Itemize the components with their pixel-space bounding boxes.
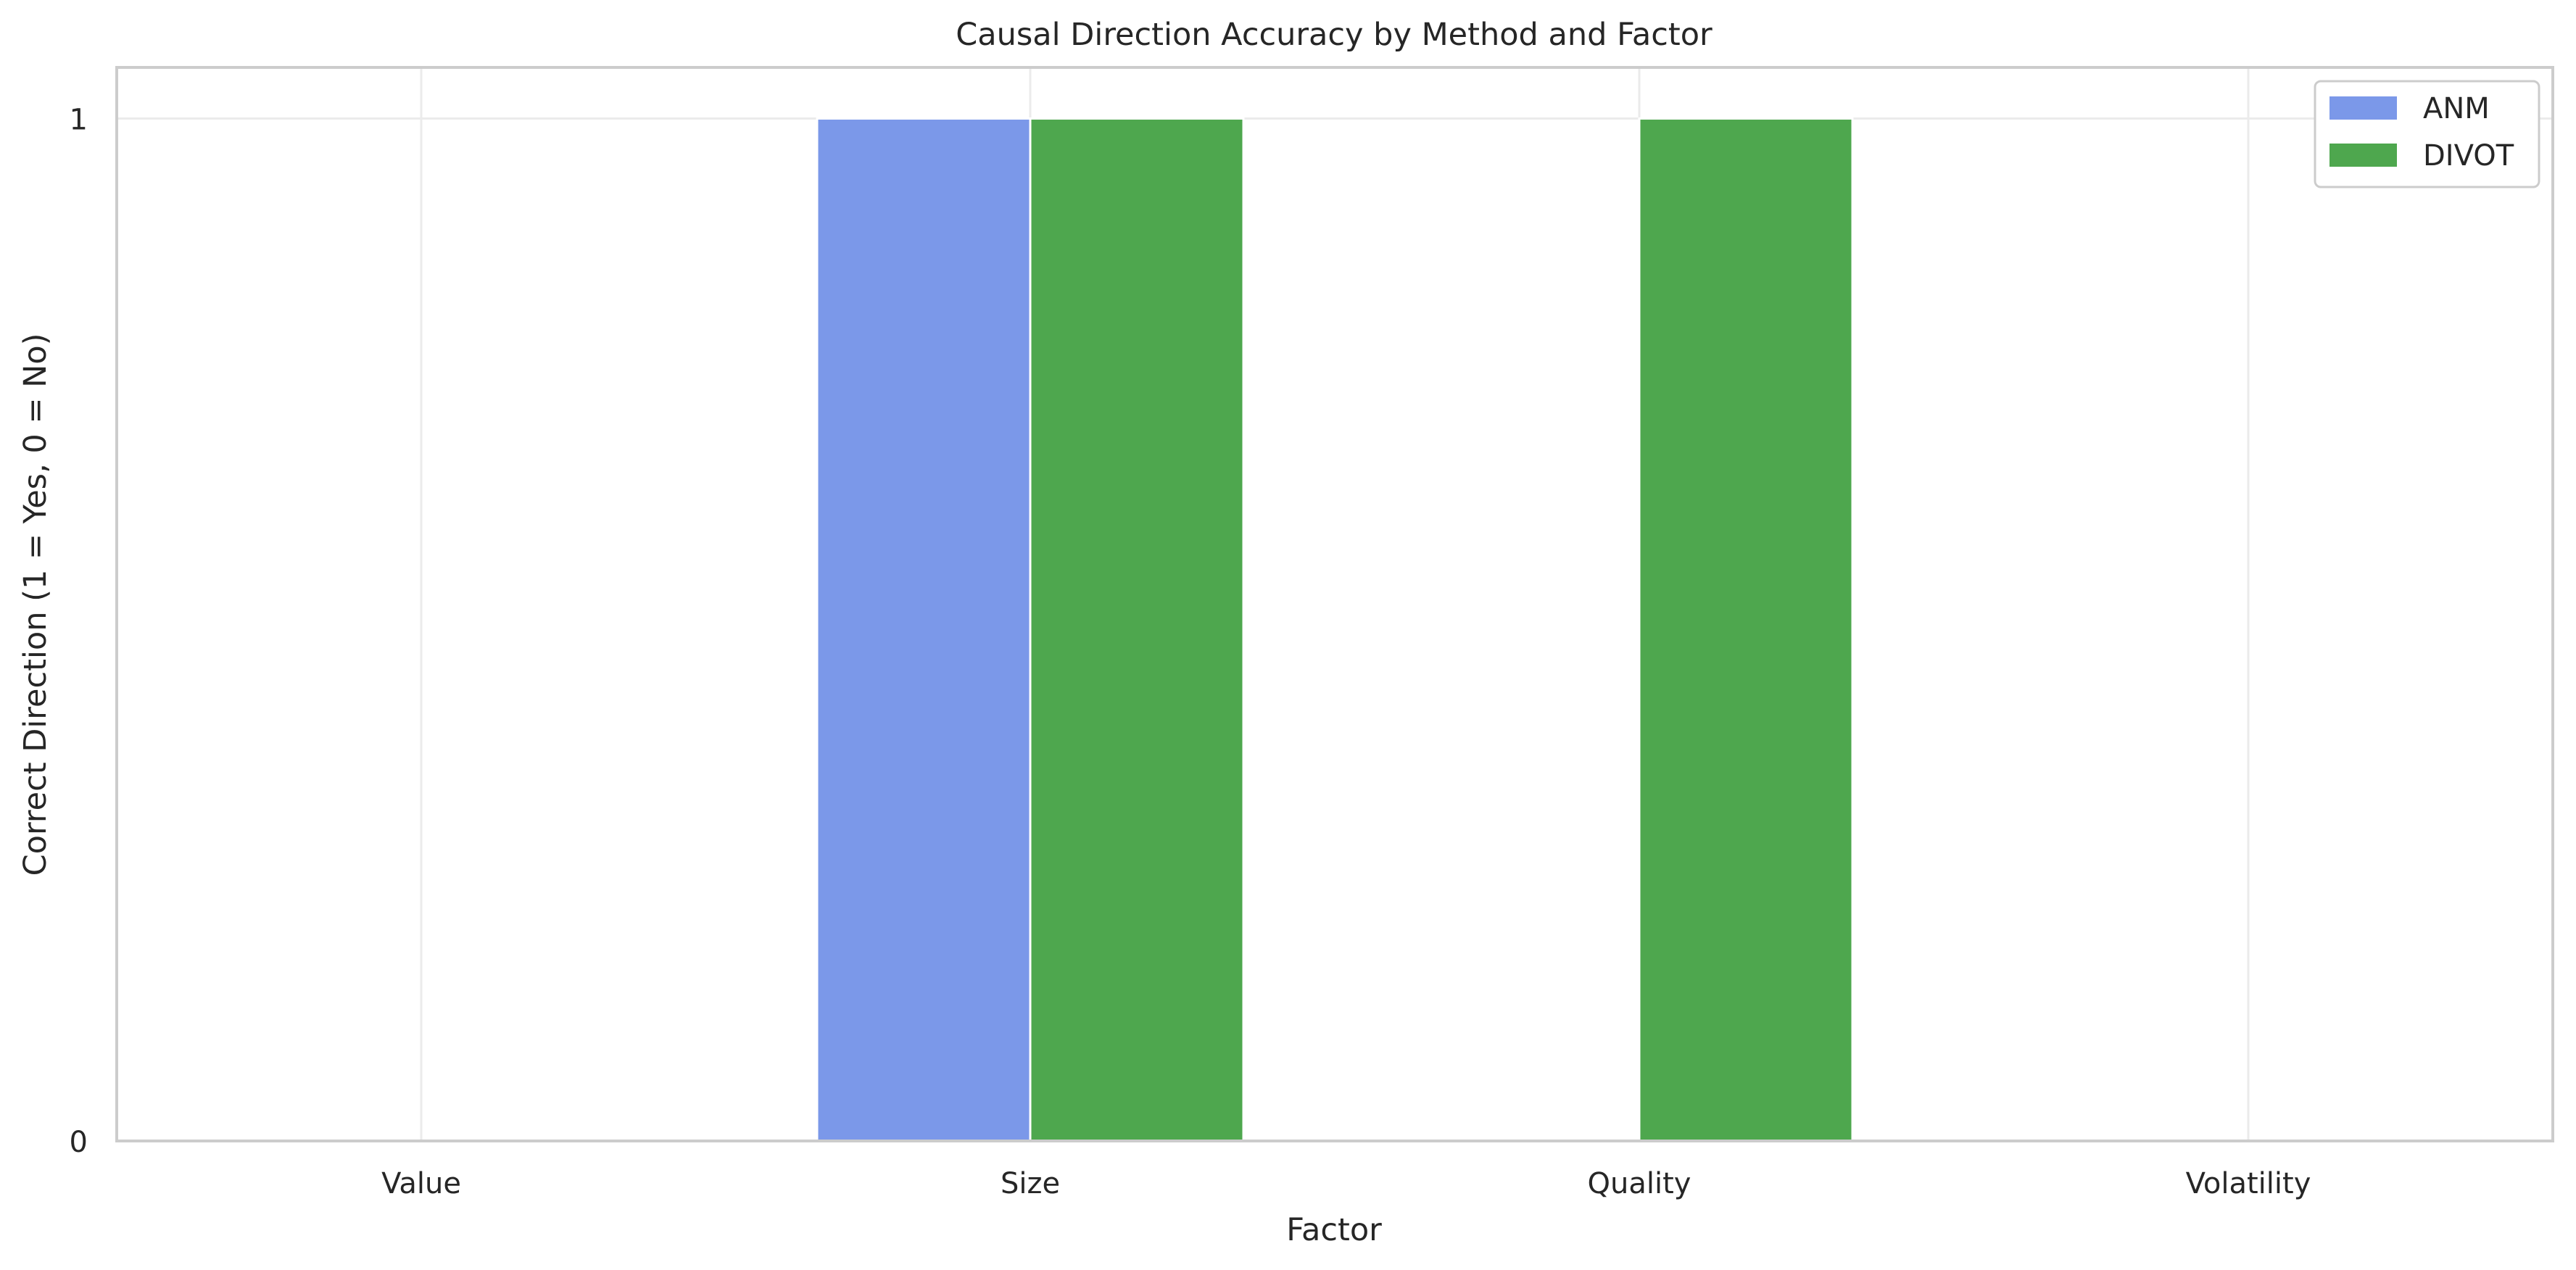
legend-label-anm: ANM — [2423, 92, 2490, 125]
x-axis-label: Factor — [1286, 1212, 1382, 1248]
x-tick-label: Volatility — [2186, 1167, 2311, 1200]
legend-swatch-divot — [2329, 144, 2397, 167]
x-tick-label: Size — [1001, 1167, 1060, 1200]
bar-anm-size — [816, 117, 1032, 1142]
legend: ANM DIVOT — [2314, 80, 2540, 188]
plot-frame — [115, 66, 2554, 1142]
x-tick-label: Quality — [1588, 1167, 1691, 1200]
x-tick-labels: Value Size Quality Volatility — [381, 1167, 2311, 1200]
bar-divot-size — [1029, 117, 1245, 1142]
legend-swatch-anm — [2329, 96, 2397, 120]
bar-divot-quality — [1638, 117, 1854, 1142]
x-tick-label: Value — [381, 1167, 461, 1200]
chart-title: Causal Direction Accuracy by Method and … — [956, 17, 1712, 53]
y-tick-labels: 01 — [70, 104, 88, 1159]
bars — [816, 117, 1854, 1142]
y-axis-label: Correct Direction (1 = Yes, 0 = No) — [17, 333, 54, 876]
legend-label-divot: DIVOT — [2423, 139, 2514, 173]
y-tick-label: 1 — [70, 104, 88, 137]
y-tick-label: 0 — [70, 1126, 88, 1159]
